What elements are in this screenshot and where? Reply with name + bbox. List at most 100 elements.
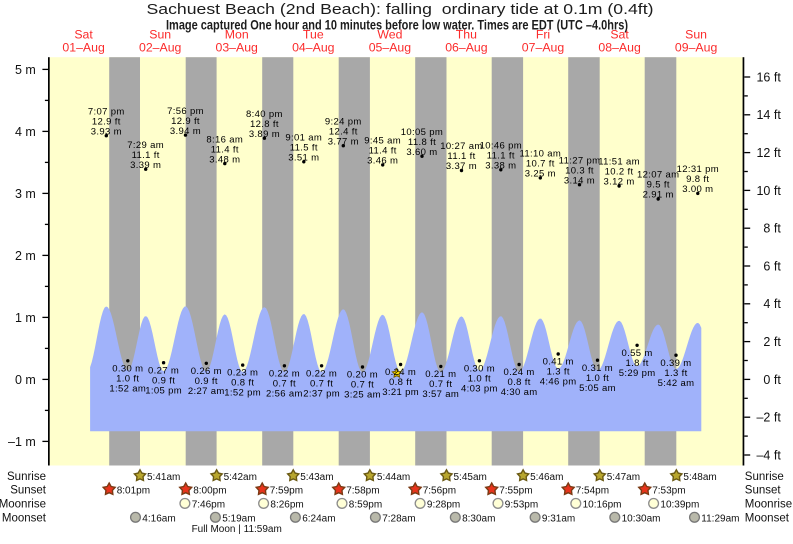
svg-text:Sat: Sat <box>610 28 629 42</box>
svg-text:12:07 am: 12:07 am <box>637 170 679 181</box>
svg-text:10.7 ft: 10.7 ft <box>526 159 555 170</box>
svg-text:Sat: Sat <box>74 28 93 42</box>
svg-text:12.9 ft: 12.9 ft <box>171 116 200 127</box>
svg-text:0.24 m: 0.24 m <box>385 367 416 378</box>
svg-text:12.8 ft: 12.8 ft <box>250 119 279 130</box>
svg-text:7:53pm: 7:53pm <box>652 486 685 497</box>
svg-text:11:51 am: 11:51 am <box>598 157 640 168</box>
svg-text:0.24 m: 0.24 m <box>504 367 535 378</box>
svg-text:2:56 am: 2:56 am <box>266 388 303 399</box>
svg-text:11:27 pm: 11:27 pm <box>559 155 601 166</box>
svg-text:–1 m: –1 m <box>8 435 36 449</box>
svg-text:Sun: Sun <box>149 28 171 42</box>
svg-text:5:41am: 5:41am <box>147 472 180 483</box>
svg-text:10:27 am: 10:27 am <box>440 141 482 152</box>
svg-text:3:57 am: 3:57 am <box>422 389 459 400</box>
svg-text:Mon: Mon <box>225 28 249 42</box>
svg-text:12 ft: 12 ft <box>756 146 781 160</box>
svg-text:0.30 m: 0.30 m <box>464 363 495 374</box>
svg-text:Sunrise: Sunrise <box>745 471 784 483</box>
svg-text:3 m: 3 m <box>15 187 36 201</box>
svg-text:7:46pm: 7:46pm <box>192 500 225 511</box>
svg-text:14 ft: 14 ft <box>756 108 781 122</box>
svg-text:Fri: Fri <box>536 28 550 42</box>
svg-text:3.14 m: 3.14 m <box>564 175 595 186</box>
svg-text:2 ft: 2 ft <box>763 335 781 349</box>
svg-text:8:40 pm: 8:40 pm <box>246 109 283 120</box>
svg-text:8 ft: 8 ft <box>763 222 781 236</box>
svg-text:16 ft: 16 ft <box>756 70 781 84</box>
svg-text:Moonrise: Moonrise <box>745 499 792 511</box>
svg-text:3.48 m: 3.48 m <box>209 154 240 165</box>
svg-text:0.7 ft: 0.7 ft <box>351 380 374 391</box>
svg-text:0.26 m: 0.26 m <box>191 366 222 377</box>
svg-text:0.8 ft: 0.8 ft <box>389 377 412 388</box>
svg-text:Sachuest Beach (2nd Beach): fa: Sachuest Beach (2nd Beach): falling ordi… <box>147 1 654 18</box>
svg-text:Full Moon | 11:59am: Full Moon | 11:59am <box>192 524 282 535</box>
svg-text:9.8 ft: 9.8 ft <box>686 174 709 185</box>
svg-text:2.91 m: 2.91 m <box>643 190 674 201</box>
svg-text:0.22 m: 0.22 m <box>306 368 337 379</box>
svg-text:1.0 ft: 1.0 ft <box>468 373 491 384</box>
svg-text:4:30 am: 4:30 am <box>501 387 538 398</box>
svg-text:9:31am: 9:31am <box>542 514 575 525</box>
svg-text:9:45 am: 9:45 am <box>364 136 401 147</box>
svg-text:7:29 am: 7:29 am <box>127 140 164 151</box>
svg-text:06–Aug: 06–Aug <box>445 41 488 55</box>
svg-text:7:55pm: 7:55pm <box>499 486 532 497</box>
svg-text:4:46 pm: 4:46 pm <box>540 377 577 388</box>
svg-text:7:54pm: 7:54pm <box>576 486 609 497</box>
svg-text:2 m: 2 m <box>15 249 36 263</box>
svg-text:3.60 m: 3.60 m <box>406 147 437 158</box>
svg-text:1.3 ft: 1.3 ft <box>664 368 687 379</box>
svg-text:3.77 m: 3.77 m <box>328 136 359 147</box>
svg-text:1 m: 1 m <box>15 311 36 325</box>
svg-text:8:59pm: 8:59pm <box>349 500 382 511</box>
svg-text:0.7 ft: 0.7 ft <box>429 379 452 390</box>
svg-text:11:29am: 11:29am <box>701 514 739 525</box>
svg-text:6:24am: 6:24am <box>302 514 335 525</box>
svg-text:Moonset: Moonset <box>2 513 47 525</box>
svg-text:7:07 pm: 7:07 pm <box>88 106 125 117</box>
svg-text:Sun: Sun <box>685 28 707 42</box>
svg-text:3.94 m: 3.94 m <box>170 126 201 137</box>
svg-text:5 m: 5 m <box>15 63 36 77</box>
svg-text:10:46 pm: 10:46 pm <box>480 141 522 152</box>
svg-text:3.93 m: 3.93 m <box>91 126 122 137</box>
svg-text:3.46 m: 3.46 m <box>367 156 398 167</box>
svg-text:0.8 ft: 0.8 ft <box>231 378 254 389</box>
svg-text:11.1 ft: 11.1 ft <box>447 151 475 162</box>
svg-text:7:58pm: 7:58pm <box>346 486 379 497</box>
svg-text:Moonrise: Moonrise <box>0 499 46 511</box>
svg-text:0.7 ft: 0.7 ft <box>310 378 333 389</box>
svg-text:0.41 m: 0.41 m <box>543 357 574 368</box>
svg-text:8:00pm: 8:00pm <box>193 486 226 497</box>
svg-text:3:25 am: 3:25 am <box>344 390 381 401</box>
svg-text:0.9 ft: 0.9 ft <box>152 375 175 386</box>
svg-text:12:31 pm: 12:31 pm <box>677 164 719 175</box>
svg-text:4:03 pm: 4:03 pm <box>461 383 498 394</box>
svg-text:4 m: 4 m <box>15 125 36 139</box>
svg-text:4:16am: 4:16am <box>142 514 175 525</box>
svg-text:0.30 m: 0.30 m <box>112 363 143 374</box>
svg-text:1.8 ft: 1.8 ft <box>625 358 648 369</box>
svg-text:0.23 m: 0.23 m <box>227 368 258 379</box>
svg-text:10.2 ft: 10.2 ft <box>605 167 634 178</box>
svg-text:12.9 ft: 12.9 ft <box>92 116 121 127</box>
svg-text:5:05 am: 5:05 am <box>579 383 616 394</box>
svg-text:Sunrise: Sunrise <box>7 471 46 483</box>
svg-text:11.5 ft: 11.5 ft <box>290 143 318 154</box>
svg-text:9:24 pm: 9:24 pm <box>325 116 362 127</box>
svg-text:3.89 m: 3.89 m <box>249 129 280 140</box>
svg-text:04–Aug: 04–Aug <box>292 41 335 55</box>
svg-text:10:30am: 10:30am <box>622 514 661 525</box>
svg-text:–4 ft: –4 ft <box>756 448 781 462</box>
svg-text:8:30am: 8:30am <box>462 514 495 525</box>
svg-text:1.0 ft: 1.0 ft <box>586 373 609 384</box>
svg-text:3:21 pm: 3:21 pm <box>382 387 419 398</box>
svg-text:Thu: Thu <box>456 28 477 42</box>
svg-text:11.8 ft: 11.8 ft <box>408 137 436 148</box>
svg-text:5:47am: 5:47am <box>607 472 640 483</box>
svg-text:1.3 ft: 1.3 ft <box>547 367 570 378</box>
svg-text:05–Aug: 05–Aug <box>369 41 412 55</box>
